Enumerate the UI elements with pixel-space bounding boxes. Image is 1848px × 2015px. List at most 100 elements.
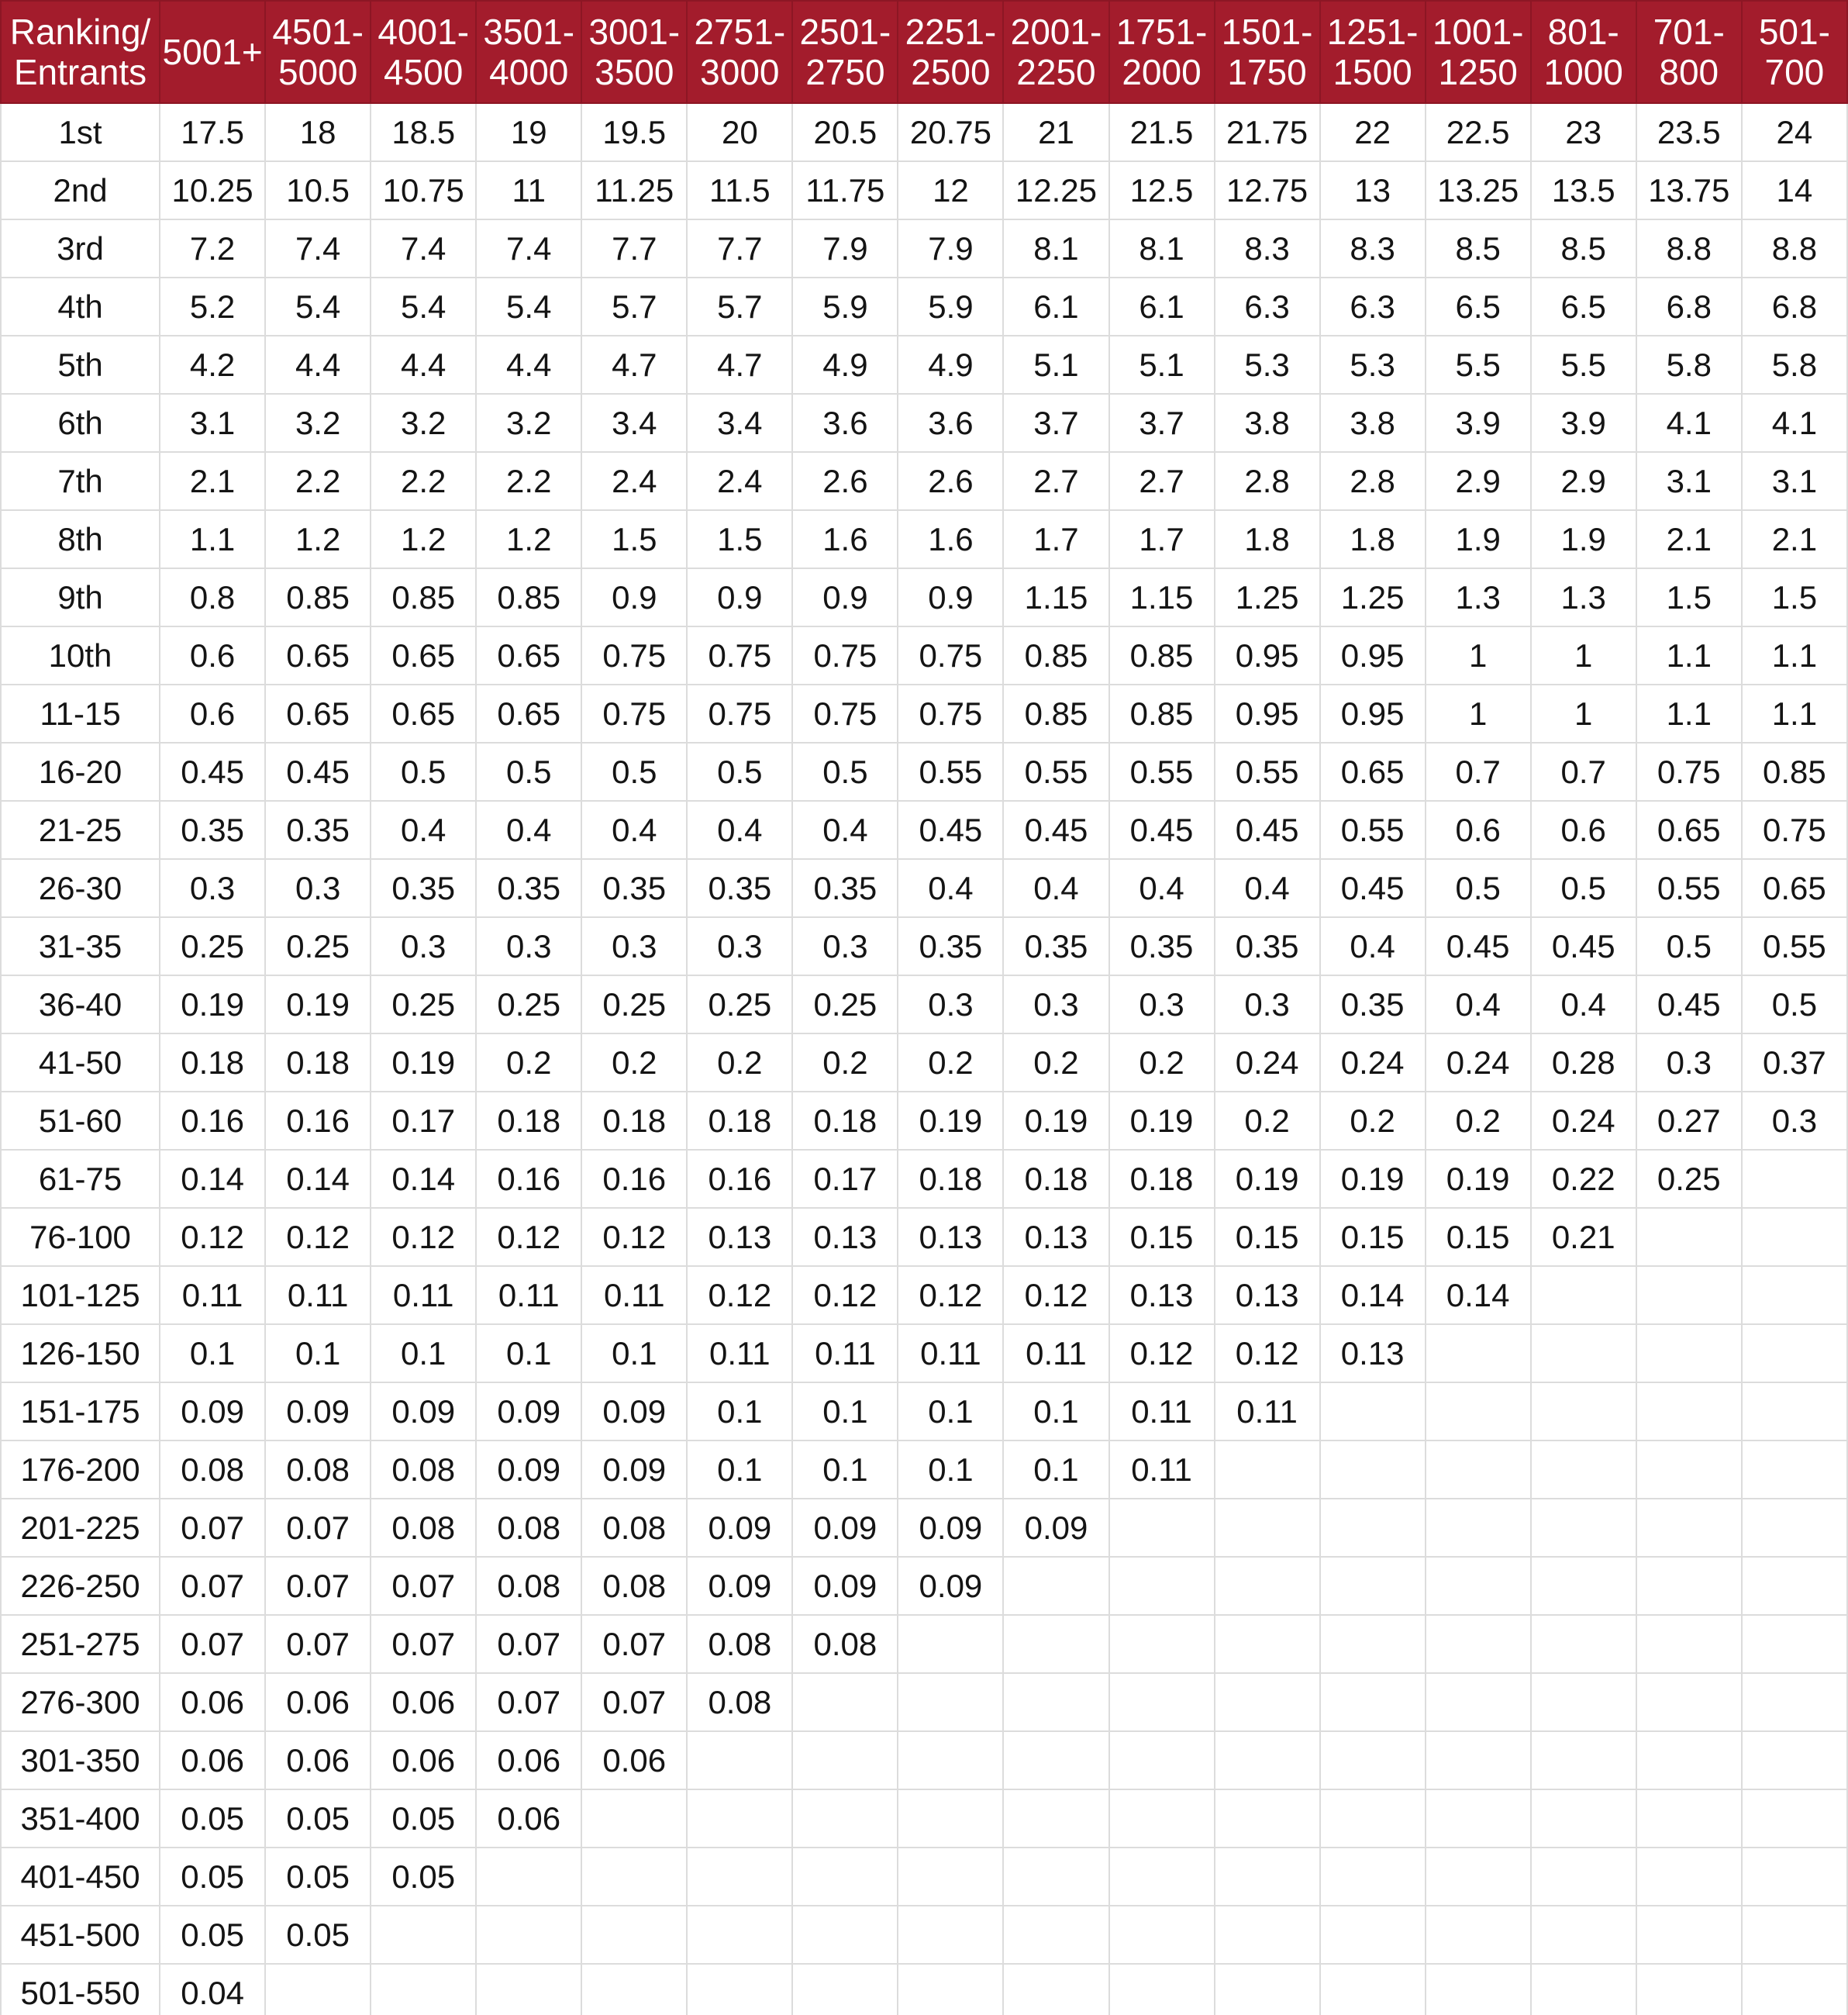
points-cell: 6.5: [1424, 277, 1532, 336]
points-cell: 8.5: [1424, 219, 1532, 278]
points-cell: 0.05: [159, 1905, 267, 1965]
points-cell: 19: [475, 102, 583, 162]
points-cell: 0.17: [791, 1149, 899, 1209]
points-cell: 0.14: [370, 1149, 478, 1209]
points-cell: 0.55: [1108, 742, 1215, 802]
points-cell: 0.16: [581, 1149, 688, 1209]
table-row: 176-200 0.08 0.08 0.08 0.09 0.09 0.1 0.1 0.1 0.1 0…: [0, 1440, 1848, 1499]
points-cell: 23.5: [1635, 102, 1743, 162]
points-cell: 0.07: [370, 1614, 478, 1674]
points-cell: 4.2: [159, 335, 267, 395]
points-cell: 0.45: [1213, 800, 1321, 860]
points-cell: 12.5: [1108, 160, 1215, 220]
points-cell: [1424, 1672, 1532, 1732]
table-row: 7th 2.1 2.2 2.2 2.2 2.4 2.4 2.6 2.6 2.7 2.7 2.8 2.8 2…: [0, 451, 1848, 511]
points-cell: [1108, 1556, 1215, 1616]
points-cell: 0.6: [159, 684, 267, 744]
table-row: 10th 0.6 0.65 0.65 0.65 0.75 0.75 0.75 0.75 0.85 0…: [0, 626, 1848, 685]
points-cell: 0.07: [264, 1498, 372, 1558]
points-cell: 0.4: [897, 858, 1005, 918]
points-cell: 0.35: [581, 858, 688, 918]
points-cell: 20.75: [897, 102, 1005, 162]
points-cell: 4.1: [1740, 393, 1848, 453]
points-cell: 21.5: [1108, 102, 1215, 162]
header-label-line: 2251-: [905, 12, 997, 52]
points-cell: 13.25: [1424, 160, 1532, 220]
points-cell: 2.8: [1213, 451, 1321, 511]
points-cell: 0.6: [1424, 800, 1532, 860]
points-cell: 0.6: [1529, 800, 1637, 860]
points-cell: 20: [686, 102, 794, 162]
points-cell: 4.4: [264, 335, 372, 395]
points-cell: [1108, 1498, 1215, 1558]
table-row: 1st 17.5 18 18.5 19 19.5 20 20.5 20.75 21 21.5 21.7…: [0, 102, 1848, 162]
points-cell: 1: [1424, 684, 1532, 744]
points-cell: 1.1: [1635, 684, 1743, 744]
points-cell: 0.75: [897, 684, 1005, 744]
points-cell: 0.11: [1213, 1382, 1321, 1441]
table-row: 126-150 0.1 0.1 0.1 0.1 0.1 0.11 0.11 0.11 0.11 0.…: [0, 1323, 1848, 1383]
points-cell: 0.18: [1108, 1149, 1215, 1209]
points-cell: 0.08: [159, 1440, 267, 1499]
points-cell: 0.24: [1319, 1033, 1426, 1092]
points-cell: 0.12: [686, 1265, 794, 1325]
points-cell: 0.1: [686, 1382, 794, 1441]
points-cell: 0.65: [1319, 742, 1426, 802]
points-cell: 6.3: [1319, 277, 1426, 336]
rank-cell: 126-150: [0, 1323, 161, 1383]
points-cell: 0.05: [264, 1789, 372, 1848]
points-cell: 0.7: [1424, 742, 1532, 802]
points-cell: 0.18: [581, 1091, 688, 1151]
table-row: 36-40 0.19 0.19 0.25 0.25 0.25 0.25 0.25 0.3 0.3 0…: [0, 975, 1848, 1034]
points-cell: 0.07: [581, 1614, 688, 1674]
points-cell: 0.19: [1108, 1091, 1215, 1151]
points-cell: 3.2: [370, 393, 478, 453]
points-cell: 0.4: [1529, 975, 1637, 1034]
table-row: 151-175 0.09 0.09 0.09 0.09 0.09 0.1 0.1 0.1 0.1 0…: [0, 1382, 1848, 1441]
points-cell: 8.3: [1319, 219, 1426, 278]
points-cell: 0.25: [581, 975, 688, 1034]
points-cell: [1424, 1905, 1532, 1965]
points-cell: 11.25: [581, 160, 688, 220]
points-cell: 0.75: [686, 626, 794, 685]
points-cell: 0.45: [1319, 858, 1426, 918]
points-cell: [1529, 1963, 1637, 2015]
points-cell: 0.07: [264, 1556, 372, 1616]
points-cell: [1635, 1789, 1743, 1848]
points-cell: 0.37: [1740, 1033, 1848, 1092]
points-cell: 0.3: [581, 916, 688, 976]
points-cell: 8.3: [1213, 219, 1321, 278]
points-cell: [1424, 1730, 1532, 1790]
points-cell: [1319, 1498, 1426, 1558]
header-label-line: 2750: [805, 52, 885, 92]
points-cell: 0.05: [370, 1789, 478, 1848]
points-cell: [1108, 1905, 1215, 1965]
table-row: 9th 0.8 0.85 0.85 0.85 0.9 0.9 0.9 0.9 1.15 1.15 1.…: [0, 568, 1848, 627]
points-cell: 22.5: [1424, 102, 1532, 162]
points-cell: 0.24: [1529, 1091, 1637, 1151]
points-cell: 0.06: [264, 1672, 372, 1732]
table-row: 251-275 0.07 0.07 0.07 0.07 0.07 0.08 0.08: [0, 1614, 1848, 1674]
points-cell: 1.8: [1213, 509, 1321, 569]
points-cell: 1.1: [159, 509, 267, 569]
points-cell: 0.25: [475, 975, 583, 1034]
points-cell: 0.25: [264, 916, 372, 976]
points-cell: [1213, 1672, 1321, 1732]
points-cell: 4.7: [686, 335, 794, 395]
points-cell: 0.55: [1002, 742, 1110, 802]
points-cell: [1002, 1789, 1110, 1848]
rank-cell: 31-35: [0, 916, 161, 976]
points-cell: 1.15: [1108, 568, 1215, 627]
points-cell: 0.27: [1635, 1091, 1743, 1151]
points-cell: 0.18: [897, 1149, 1005, 1209]
points-cell: [1319, 1963, 1426, 2015]
points-cell: [1319, 1440, 1426, 1499]
header-label-line: 4500: [384, 52, 464, 92]
points-cell: [686, 1963, 794, 2015]
points-cell: 1.5: [1635, 568, 1743, 627]
points-cell: 0.75: [791, 684, 899, 744]
header-cell-entrants-bracket: 701- 800: [1635, 0, 1743, 104]
points-cell: [1002, 1905, 1110, 1965]
points-cell: 0.15: [1319, 1207, 1426, 1267]
table-row: 6th 3.1 3.2 3.2 3.2 3.4 3.4 3.6 3.6 3.7 3.7 3.8 3.8 3…: [0, 393, 1848, 453]
